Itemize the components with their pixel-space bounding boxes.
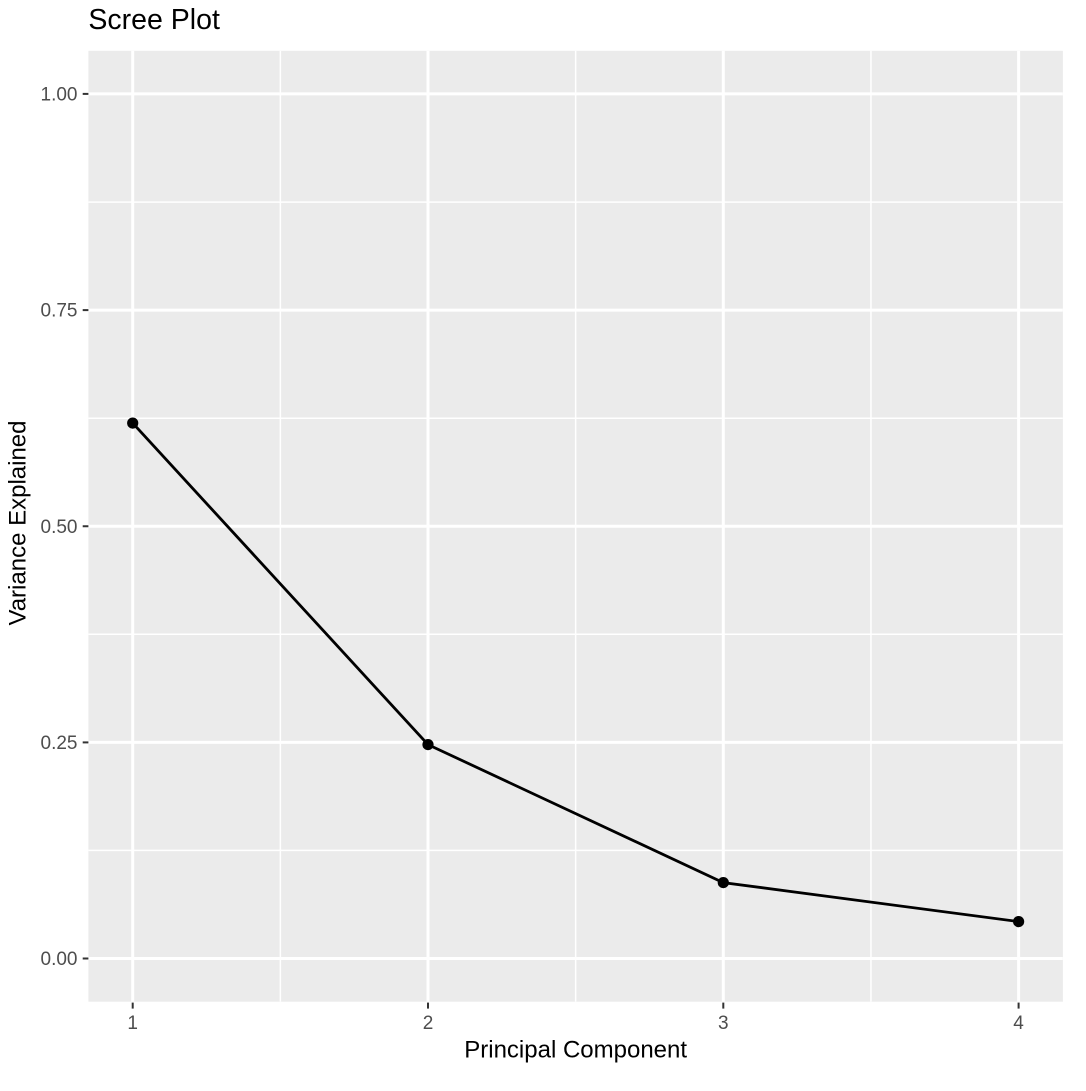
svg-text:Scree Plot: Scree Plot xyxy=(88,4,220,36)
svg-text:0.50: 0.50 xyxy=(41,517,78,538)
svg-text:0.25: 0.25 xyxy=(41,733,78,754)
svg-text:Variance Explained: Variance Explained xyxy=(5,420,32,625)
svg-text:4: 4 xyxy=(1013,1013,1024,1034)
svg-text:0.00: 0.00 xyxy=(41,949,78,970)
svg-text:2: 2 xyxy=(423,1013,434,1034)
svg-text:1: 1 xyxy=(127,1013,138,1034)
svg-text:3: 3 xyxy=(718,1013,729,1034)
svg-text:Principal Component: Principal Component xyxy=(464,1037,687,1064)
svg-text:1.00: 1.00 xyxy=(41,84,78,105)
svg-text:0.75: 0.75 xyxy=(41,301,78,322)
